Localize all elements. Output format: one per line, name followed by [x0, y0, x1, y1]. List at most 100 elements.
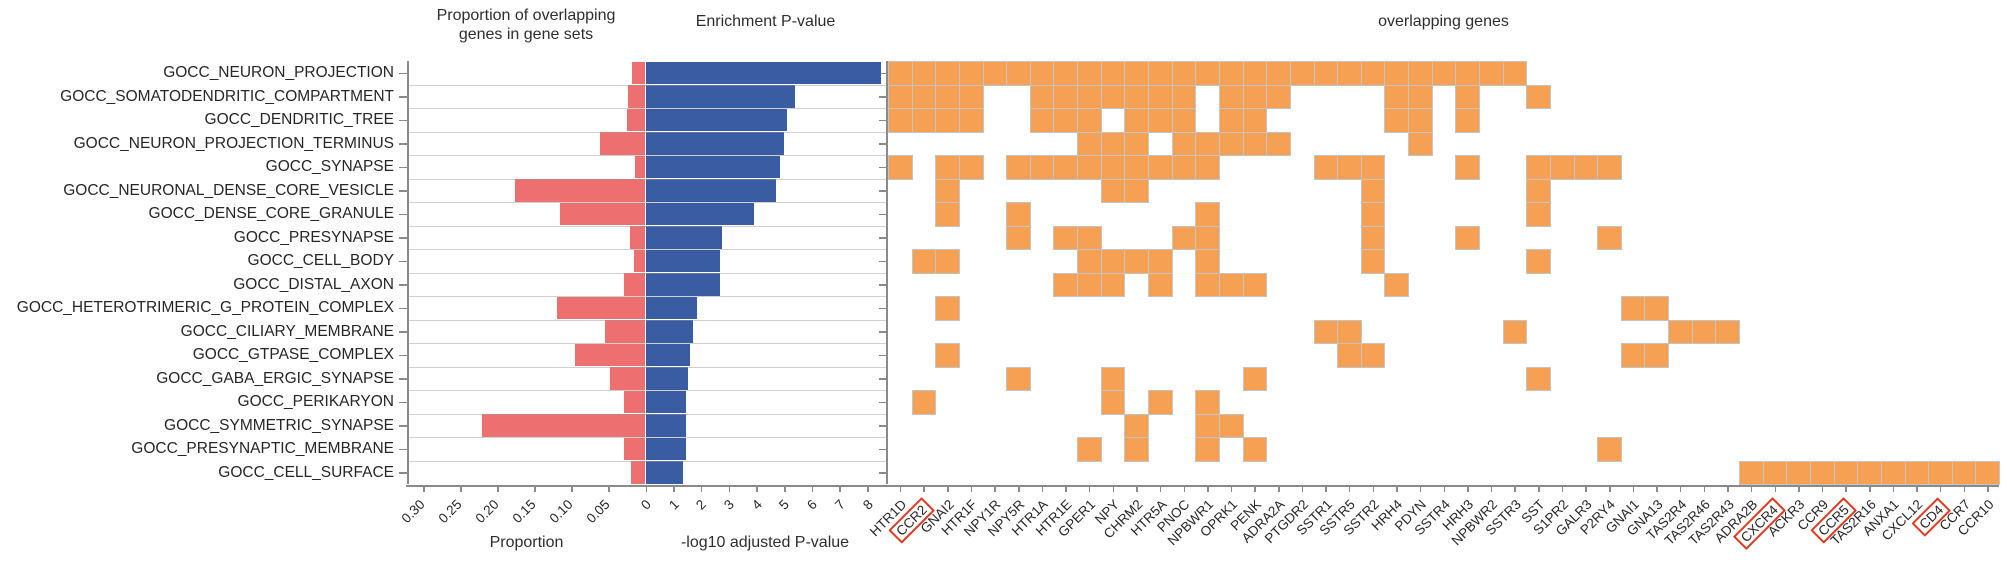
gene-set-label: GOCC_SYMMETRIC_SYNAPSE — [164, 416, 394, 434]
bar-row-separator — [408, 296, 886, 297]
gene-set-label: GOCC_DENDRITIC_TREE — [204, 111, 394, 128]
heatmap-cell — [1171, 155, 1197, 180]
heatmap-y-axis-tick — [879, 284, 886, 286]
heatmap-cell — [1408, 108, 1433, 133]
proportion-bar — [624, 273, 645, 296]
gene-set-label: GOCC_HETEROTRIMERIC_G_PROTEIN_COMPLEX — [16, 299, 394, 316]
heatmap-column-tick — [1892, 485, 1895, 492]
heatmap-y-axis-tick — [879, 331, 886, 333]
pvalue-tick — [728, 485, 731, 492]
heatmap-cell — [1573, 155, 1599, 180]
gene-set-label: GOCC_SYNAPSE — [265, 158, 394, 175]
heatmap-column-tick — [1727, 485, 1729, 492]
heatmap-cell — [1928, 460, 1953, 485]
heatmap-cell — [1148, 61, 1173, 86]
pvalue-bar — [645, 343, 690, 366]
bar-row-separator — [408, 155, 886, 156]
heatmap-cell — [1148, 390, 1173, 415]
heatmap-cell — [1195, 390, 1220, 415]
heatmap-cell — [1148, 272, 1173, 297]
heatmap-cell — [1006, 61, 1031, 86]
heatmap-y-axis-tick — [879, 143, 886, 145]
heatmap-column-tick — [1325, 485, 1327, 492]
heatmap-cell — [911, 390, 937, 415]
heatmap-column-tick — [1207, 485, 1209, 492]
heatmap-cell — [1526, 178, 1551, 203]
heatmap-cell — [1857, 460, 1882, 485]
left-y-axis-tick — [399, 166, 407, 169]
pvalue-tick — [700, 485, 703, 492]
heatmap-cell — [1242, 437, 1268, 462]
heatmap-cell — [1029, 84, 1055, 109]
heatmap-cell — [1242, 108, 1268, 133]
proportion-bar — [630, 461, 645, 484]
heatmap-cell — [1408, 61, 1433, 86]
heatmap-cell — [1644, 343, 1670, 368]
left-y-axis-tick — [399, 472, 407, 474]
pvalue-tick — [839, 485, 841, 492]
heatmap-cell — [958, 61, 984, 86]
heatmap-cell — [1739, 460, 1764, 485]
heatmap-cell — [1455, 225, 1480, 250]
heatmap-column-tick — [970, 485, 973, 492]
heatmap-cell — [1100, 178, 1126, 203]
heatmap-cell — [1408, 131, 1433, 156]
heatmap-y-axis-line — [886, 61, 888, 484]
pvalue-tick-text: 0 — [637, 496, 654, 513]
heatmap-y-axis-tick — [879, 448, 886, 451]
heatmap-cell — [1431, 61, 1457, 86]
heatmap-column-tick — [1348, 485, 1351, 492]
heatmap-cell — [982, 61, 1008, 86]
heatmap-column-tick — [1088, 485, 1091, 492]
heatmap-cell — [1218, 108, 1244, 133]
pvalue-bar — [645, 179, 776, 202]
bar-row-separator — [408, 437, 886, 438]
pvalue-bar — [645, 367, 689, 390]
heatmap-cell — [1360, 225, 1386, 250]
heatmap-cell — [1195, 131, 1220, 156]
heatmap-column-tick — [1774, 485, 1776, 492]
bar-row-separator — [408, 202, 886, 203]
pvalue-tick — [673, 485, 675, 492]
gene-set-label: GOCC_GTPASE_COMPLEX — [192, 346, 394, 363]
heatmap-cell — [1100, 272, 1126, 297]
heatmap-cell — [1148, 249, 1173, 274]
heatmap-cell — [1195, 272, 1220, 297]
heatmap-cell — [1077, 249, 1102, 274]
heatmap-cell — [935, 61, 960, 86]
heatmap-cell — [1266, 61, 1291, 86]
proportion-bar — [631, 61, 645, 84]
heatmap-column-tick — [1609, 485, 1611, 492]
proportion-tick-text: 0.30 — [398, 496, 428, 526]
pvalue-bar — [645, 61, 881, 84]
heatmap-y-axis-tick — [879, 401, 886, 404]
heatmap-column-tick — [1041, 485, 1044, 492]
gene-set-label: GOCC_NEURONAL_DENSE_CORE_VESICLE — [63, 181, 394, 199]
heatmap-cell — [1408, 84, 1433, 109]
proportion-bar — [482, 414, 645, 437]
heatmap-column-tick — [1372, 485, 1375, 492]
heatmap-cell — [1029, 155, 1055, 180]
heatmap-cell — [1266, 131, 1291, 156]
heatmap-cell — [1668, 319, 1693, 344]
heatmap-y-axis-tick — [879, 166, 886, 169]
heatmap-cell — [1124, 84, 1150, 109]
proportion-bar — [633, 249, 645, 272]
heatmap-y-axis-tick — [879, 96, 886, 98]
heatmap-column-tick — [1490, 485, 1493, 492]
heatmap-cell — [1053, 155, 1079, 180]
proportion-bar — [605, 320, 645, 343]
heatmap-cell — [1242, 272, 1268, 297]
pvalue-bar — [645, 273, 721, 296]
heatmap-cell — [1006, 225, 1031, 250]
heatmap-cell — [1975, 460, 2001, 485]
heatmap-cell — [1762, 460, 1788, 485]
heatmap-cell — [1337, 155, 1362, 180]
gene-set-label: GOCC_DISTAL_AXON — [233, 275, 394, 293]
pvalue-tick-text: 3 — [721, 496, 737, 513]
pvalue-bar — [645, 390, 686, 413]
heatmap-cell — [1218, 131, 1244, 156]
heatmap-cell — [1833, 460, 1859, 485]
heatmap-cell — [1266, 84, 1291, 109]
